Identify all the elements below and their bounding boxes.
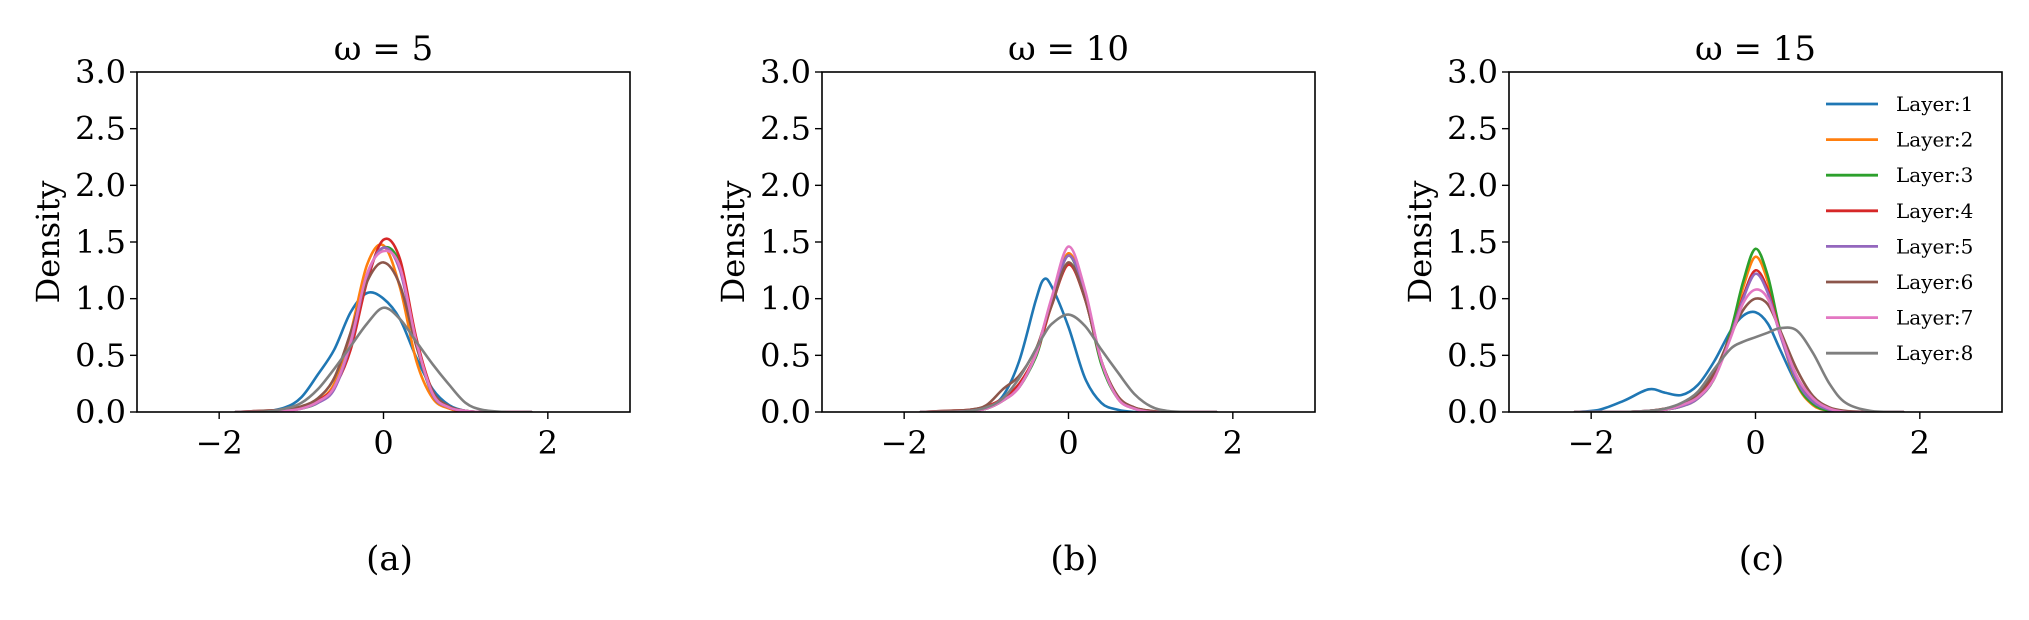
y-tick-label: 1.0 bbox=[760, 280, 811, 318]
y-axis-label: Density bbox=[1401, 181, 1439, 304]
y-tick-label: 1.5 bbox=[760, 223, 811, 261]
y-tick-label: 2.0 bbox=[760, 166, 811, 204]
axes-frame bbox=[136, 71, 631, 413]
chart-panel-1: 0.0 0.5 1.0 1.5 2.0 2.5 3.0 −2 0 2 ω = 10 Density (b… bbox=[714, 29, 1316, 579]
y-tick-label: 2.0 bbox=[1447, 166, 1498, 204]
x-tick-label: −2 bbox=[1568, 424, 1615, 462]
series-line-3 bbox=[919, 254, 1218, 412]
y-tick-label: 3.0 bbox=[1447, 53, 1498, 91]
legend-label-5: Layer:5 bbox=[1896, 234, 1973, 258]
chart-title: ω = 10 bbox=[1008, 29, 1129, 69]
x-tick-label: 2 bbox=[1910, 424, 1930, 462]
panel-caption: (a) bbox=[366, 539, 413, 579]
series-lines bbox=[234, 237, 533, 412]
y-tick-label: 0.5 bbox=[1447, 336, 1498, 374]
series-line-7 bbox=[234, 249, 533, 412]
series-line-5 bbox=[234, 246, 533, 412]
series-line-2 bbox=[1573, 255, 1905, 412]
legend-label-1: Layer:1 bbox=[1896, 92, 1973, 116]
y-tick-label: 1.0 bbox=[1447, 280, 1498, 318]
legend-label-7: Layer:7 bbox=[1896, 306, 1973, 330]
y-tick-label: 1.5 bbox=[75, 223, 126, 261]
y-tick-label: 1.5 bbox=[1447, 223, 1498, 261]
series-line-4 bbox=[234, 237, 533, 412]
series-line-8 bbox=[919, 313, 1218, 412]
series-line-1 bbox=[234, 291, 533, 412]
y-tick-label: 0.0 bbox=[760, 393, 811, 431]
x-tick-label: 0 bbox=[1745, 424, 1765, 462]
x-tick-label: 0 bbox=[373, 424, 393, 462]
x-tick-label: −2 bbox=[881, 424, 928, 462]
series-line-5 bbox=[919, 254, 1218, 412]
series-lines bbox=[919, 245, 1218, 412]
chart-title: ω = 15 bbox=[1695, 29, 1816, 69]
axes-frame bbox=[821, 71, 1316, 413]
y-tick-label: 2.5 bbox=[1447, 110, 1498, 148]
chart-panel-2: 0.0 0.5 1.0 1.5 2.0 2.5 3.0 −2 0 2 ω = 15 Density (c… bbox=[1401, 29, 2003, 579]
panel-caption: (c) bbox=[1739, 539, 1785, 579]
y-tick-label: 2.0 bbox=[75, 166, 126, 204]
legend: Layer:1 Layer:2 Layer:3 Layer:4 Layer:5 Layer… bbox=[1826, 92, 1973, 365]
y-tick-label: 0.0 bbox=[1447, 393, 1498, 431]
y-axis-label: Density bbox=[29, 181, 67, 304]
x-tick-label: 2 bbox=[1223, 424, 1243, 462]
legend-label-4: Layer:4 bbox=[1896, 199, 1973, 223]
chart-title: ω = 5 bbox=[334, 29, 433, 69]
series-line-3 bbox=[234, 245, 533, 412]
y-tick-label: 3.0 bbox=[760, 53, 811, 91]
series-line-8 bbox=[234, 306, 533, 412]
x-tick-label: 0 bbox=[1058, 424, 1078, 462]
chart-panel-0: 0.0 0.5 1.0 1.5 2.0 2.5 3.0 −2 0 2 ω = 5 Density (a) bbox=[29, 29, 631, 579]
series-line-2 bbox=[919, 252, 1218, 412]
series-line-6 bbox=[919, 261, 1218, 412]
legend-label-3: Layer:3 bbox=[1896, 163, 1973, 187]
x-tick-label: −2 bbox=[196, 424, 243, 462]
y-tick-label: 2.5 bbox=[760, 110, 811, 148]
series-line-1 bbox=[1573, 310, 1905, 412]
legend-label-2: Layer:2 bbox=[1896, 128, 1973, 152]
series-line-3 bbox=[1573, 247, 1905, 412]
x-tick-label: 2 bbox=[538, 424, 558, 462]
panel-caption: (b) bbox=[1050, 539, 1098, 579]
series-line-4 bbox=[1573, 269, 1905, 412]
y-axis-label: Density bbox=[714, 181, 752, 304]
series-line-1 bbox=[919, 277, 1218, 412]
series-line-2 bbox=[234, 243, 533, 412]
series-line-8 bbox=[1573, 326, 1905, 412]
y-tick-label: 0.5 bbox=[75, 336, 126, 374]
y-tick-label: 0.0 bbox=[75, 393, 126, 431]
series-line-4 bbox=[919, 263, 1218, 412]
series-lines bbox=[1573, 247, 1905, 412]
y-tick-label: 3.0 bbox=[75, 53, 126, 91]
y-tick-label: 1.0 bbox=[75, 280, 126, 318]
series-line-6 bbox=[234, 261, 533, 412]
y-tick-label: 2.5 bbox=[75, 110, 126, 148]
legend-label-8: Layer:8 bbox=[1896, 341, 1973, 365]
legend-label-6: Layer:6 bbox=[1896, 270, 1973, 294]
y-tick-label: 0.5 bbox=[760, 336, 811, 374]
